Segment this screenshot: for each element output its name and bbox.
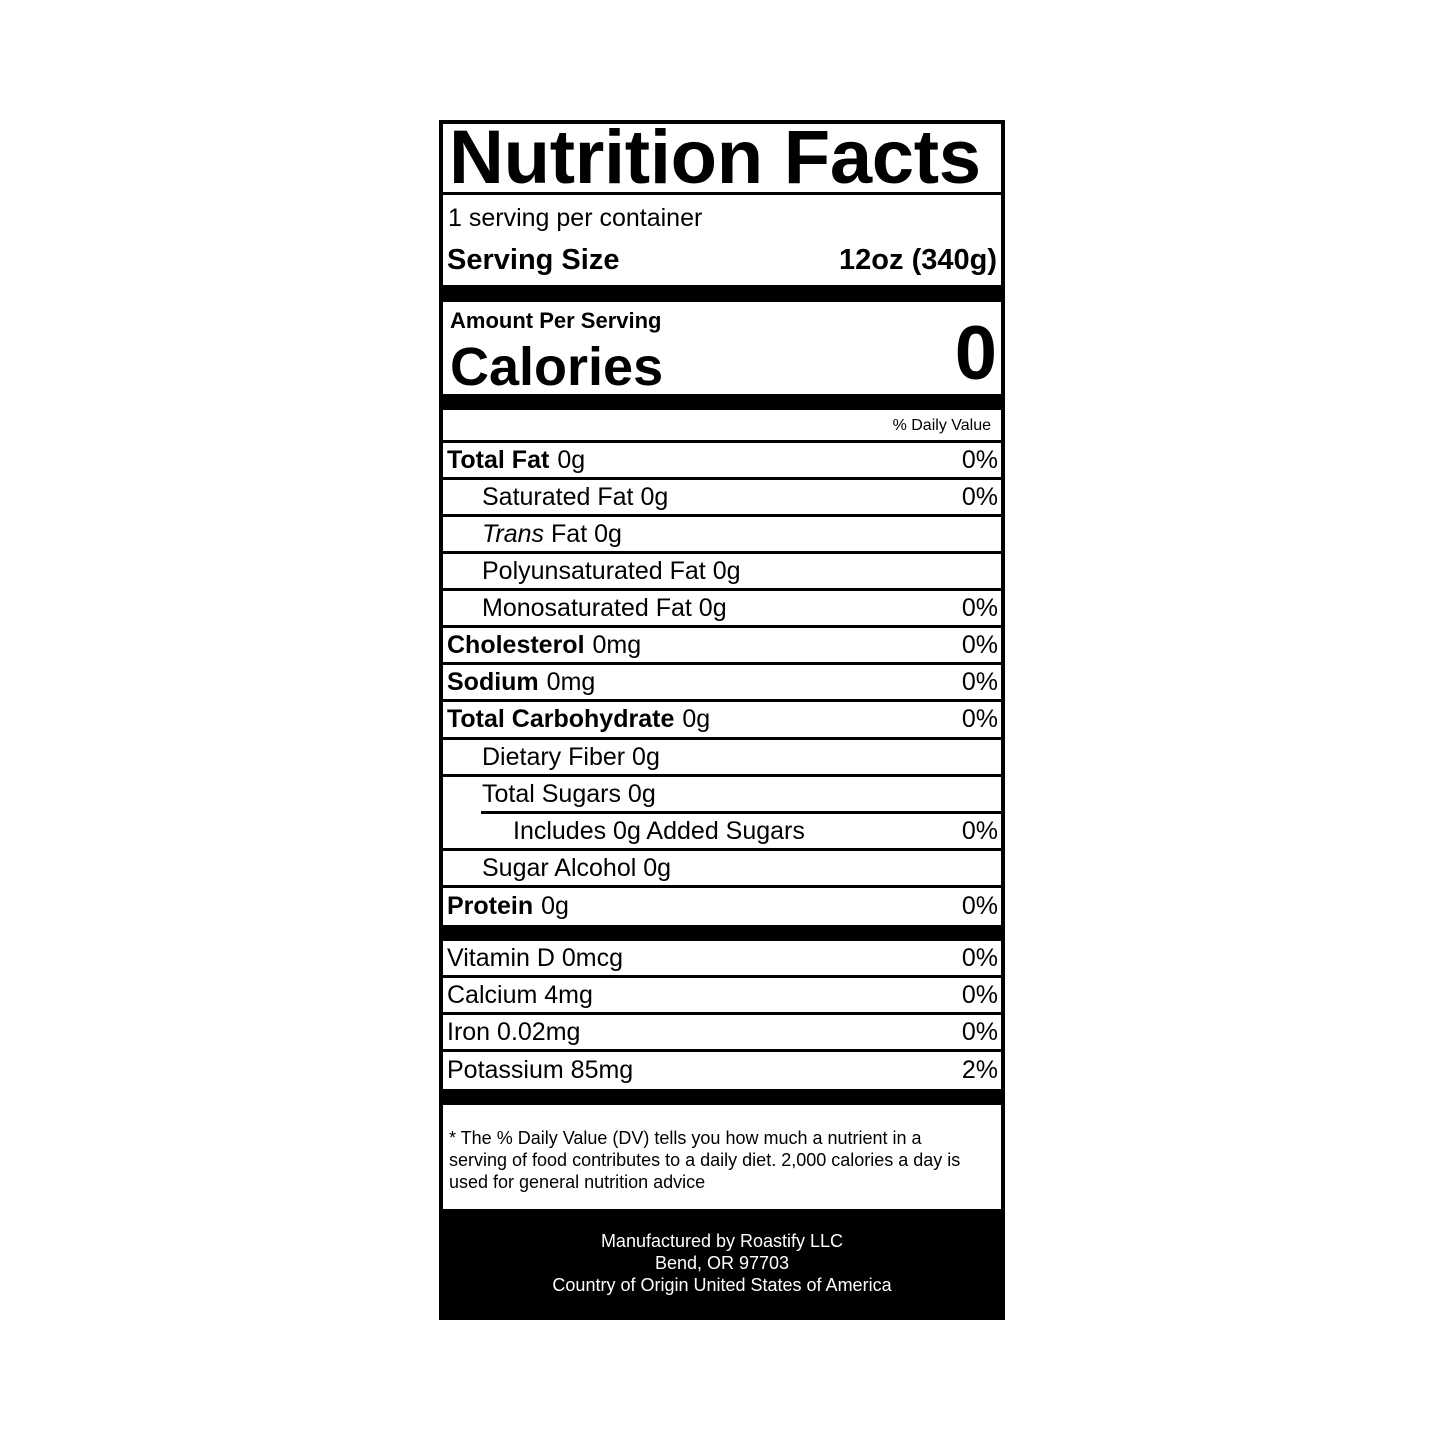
nutrient-amount: 0mg: [546, 667, 596, 696]
nutrient-name: Trans: [482, 519, 545, 548]
nutrient-row-protein: Protein 0g 0%: [443, 888, 1001, 925]
servings-per-container: 1 serving per container: [448, 204, 703, 232]
nutrient-dv: 0%: [961, 593, 998, 622]
thick-divider: [443, 394, 1001, 410]
thick-divider: [443, 925, 1001, 941]
nutrient-amount: 0g: [557, 445, 586, 474]
nutrient-row-sodium: Sodium 0mg 0%: [443, 665, 1001, 702]
nutrient-amount: 0g: [632, 742, 660, 771]
nutrient-row-total-fat: Total Fat 0g 0%: [443, 443, 1001, 480]
nutrient-amount: 0g: [698, 593, 727, 622]
manufacturer-block: Manufactured by Roastify LLC Bend, OR 97…: [443, 1209, 1001, 1316]
calories-block: Amount Per Serving Calories 0: [443, 302, 1001, 397]
nutrient-name-suffix: Fat: [551, 519, 588, 548]
nutrient-name: Includes 0g Added Sugars: [513, 816, 805, 845]
vitamin-amount: 4mg: [544, 980, 593, 1009]
nutrient-row-total-sugars: Total Sugars 0g: [443, 777, 1001, 811]
nutrient-row-dietary-fiber: Dietary Fiber 0g: [443, 740, 1001, 777]
nutrient-amount: 0g: [682, 705, 711, 733]
calories-value: 0: [954, 311, 997, 396]
nutrient-row-trans-fat: Trans Fat 0g: [443, 517, 1001, 554]
nutrient-row-saturated-fat: Saturated Fat 0g 0%: [443, 480, 1001, 517]
nutrient-amount: 0g: [640, 482, 669, 511]
vitamin-row-vitamin-d: Vitamin D 0mcg 0%: [443, 941, 1001, 978]
calories-label: Calories: [450, 337, 664, 397]
daily-value-footnote: * The % Daily Value (DV) tells you how m…: [449, 1128, 961, 1192]
nutrient-amount: 0g: [643, 853, 672, 882]
nutrient-name: Total Fat: [447, 445, 550, 474]
nutrient-dv: 0%: [961, 667, 998, 696]
country-of-origin: Country of Origin United States of Ameri…: [552, 1275, 892, 1295]
sub-divider: [481, 811, 1001, 814]
nutrient-row-added-sugars: Includes 0g Added Sugars 0%: [443, 814, 1001, 851]
nutrient-name: Protein: [447, 892, 534, 920]
nutrient-name: Total Carbohydrate: [447, 705, 675, 733]
nutrient-amount: 0g: [594, 519, 622, 548]
manufacturer-line: Manufactured by Roastify LLC: [600, 1231, 844, 1251]
label-title: Nutrition Facts: [443, 120, 1001, 196]
vitamin-row-potassium: Potassium 85mg 2%: [443, 1052, 1001, 1089]
nutrient-row-sugar-alcohol: Sugar Alcohol 0g: [443, 851, 1001, 888]
nutrient-name: Sodium: [447, 667, 539, 696]
nutrient-name: Sugar Alcohol: [482, 853, 637, 882]
nutrition-facts-label: Nutrition Facts 1 serving per container …: [439, 120, 1005, 1320]
nutrient-dv: 0%: [961, 482, 998, 511]
nutrient-name: Dietary Fiber: [482, 742, 626, 771]
nutrient-row-monosaturated-fat: Monosaturated Fat 0g 0%: [443, 591, 1001, 628]
vitamin-amount: 85mg: [570, 1056, 634, 1084]
nutrient-name: Cholesterol: [447, 630, 585, 659]
nutrient-dv: 0%: [961, 630, 998, 659]
vitamin-dv: 2%: [961, 1056, 998, 1084]
daily-value-header: % Daily Value: [443, 410, 1001, 443]
vitamin-dv: 0%: [961, 980, 998, 1009]
manufacturer-address: Bend, OR 97703: [654, 1253, 790, 1273]
vitamin-amount: 0.02mg: [497, 1017, 581, 1046]
nutrient-dv: 0%: [961, 892, 998, 920]
serving-size-label: Serving Size: [447, 243, 620, 276]
nutrient-dv: 0%: [961, 816, 998, 845]
nutrient-row-cholesterol: Cholesterol 0mg 0%: [443, 628, 1001, 665]
vitamin-name: Vitamin D: [447, 943, 555, 972]
vitamin-dv: 0%: [961, 943, 998, 972]
thick-divider: [443, 285, 1001, 302]
vitamin-name: Calcium: [447, 980, 538, 1009]
vitamin-name: Potassium: [447, 1056, 564, 1084]
nutrient-name: Monosaturated Fat: [482, 593, 692, 622]
nutrient-amount: 0g: [712, 556, 741, 585]
vitamin-amount: 0mcg: [561, 943, 624, 972]
nutrient-dv: 0%: [961, 445, 998, 474]
nutrient-name: Saturated Fat: [482, 482, 634, 511]
nutrient-amount: 0g: [627, 779, 656, 808]
nutrient-amount: 0g: [541, 892, 569, 920]
nutrient-row-polyunsaturated-fat: Polyunsaturated Fat 0g: [443, 554, 1001, 591]
nutrient-dv: 0%: [961, 705, 998, 733]
amount-per-serving: Amount Per Serving: [450, 308, 662, 333]
nutrient-name: Polyunsaturated Fat: [482, 556, 706, 585]
serving-size-row: Serving Size 12oz (340g): [443, 235, 1001, 285]
nutrient-row-total-carbohydrate: Total Carbohydrate 0g 0%: [443, 702, 1001, 740]
vitamin-row-iron: Iron 0.02mg 0%: [443, 1015, 1001, 1052]
vitamin-dv: 0%: [961, 1017, 998, 1046]
serving-size-value: 12oz (340g): [839, 243, 997, 276]
vitamin-name: Iron: [447, 1017, 491, 1046]
vitamin-row-calcium: Calcium 4mg 0%: [443, 978, 1001, 1015]
thick-divider: [443, 1089, 1001, 1105]
nutrient-name: Total Sugars: [482, 779, 621, 808]
nutrient-amount: 0mg: [592, 630, 642, 659]
